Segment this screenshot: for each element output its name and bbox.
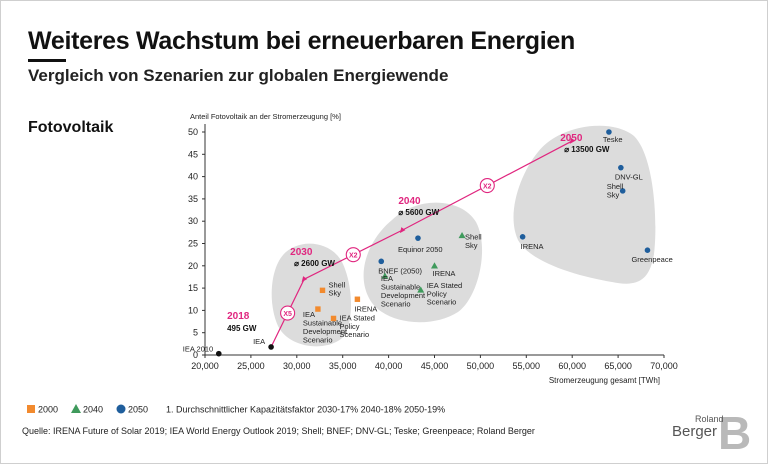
y-tick-label: 25 bbox=[188, 239, 198, 249]
trajectory-year-label: 2030 bbox=[290, 247, 313, 258]
trajectory-year-label: 2018 bbox=[227, 311, 250, 322]
marker-2000-square bbox=[319, 287, 326, 294]
marker-2040-triangle bbox=[431, 262, 438, 269]
legend-marker-square bbox=[27, 405, 35, 413]
x-tick-label: 45,000 bbox=[421, 361, 449, 371]
multiplier-label: X2 bbox=[349, 253, 358, 260]
marker-2050-circle bbox=[415, 235, 421, 241]
page-subtitle: Vergleich von Szenarien zur globalen Ene… bbox=[28, 66, 449, 85]
marker-2050-circle bbox=[606, 129, 612, 135]
y-tick-label: 35 bbox=[188, 194, 198, 204]
x-axis-label: Stromerzeugung gesamt [TWh] bbox=[549, 376, 660, 385]
multiplier-label: X5 bbox=[283, 311, 292, 318]
point-label: IEA Stated Policy Scenario bbox=[340, 313, 375, 339]
point-label: IEA 2010 bbox=[183, 345, 213, 354]
marker-2000-square bbox=[354, 296, 361, 302]
point-label: Greenpeace bbox=[631, 255, 672, 264]
legend-label: 2040 bbox=[83, 405, 103, 415]
x-tick-label: 30,000 bbox=[283, 361, 311, 371]
trajectory-value-label: ⌀ 2600 GW bbox=[294, 259, 335, 268]
legend-marker-circle bbox=[116, 404, 126, 414]
x-tick-label: 70,000 bbox=[650, 361, 678, 371]
title-underline bbox=[28, 59, 66, 62]
y-tick-label: 40 bbox=[188, 172, 198, 182]
point-label: IRENA bbox=[433, 269, 456, 278]
trajectory-year-label: 2050 bbox=[560, 133, 583, 144]
point-label: Shell Sky bbox=[329, 280, 346, 297]
x-tick-label: 60,000 bbox=[558, 361, 586, 371]
trajectory-value-label: 495 GW bbox=[227, 324, 257, 333]
logo-mark: B bbox=[718, 407, 752, 459]
marker-2050-circle bbox=[618, 164, 624, 171]
page-title: Weiteres Wachstum bei erneuerbaren Energ… bbox=[28, 27, 576, 55]
multiplier-badge bbox=[345, 247, 361, 263]
marker-2018-circle bbox=[268, 344, 274, 350]
marker-2000-square bbox=[315, 306, 321, 312]
trajectory-value-label: ⌀ 13500 GW bbox=[564, 145, 610, 154]
x-tick-label: 50,000 bbox=[467, 361, 495, 371]
point-label: Shell Sky bbox=[607, 182, 624, 199]
marker-2040-triangle bbox=[381, 272, 389, 279]
point-label: IEA Stated Policy Scenario bbox=[427, 281, 462, 307]
marker-2050-circle bbox=[644, 247, 651, 253]
trajectory-arrowhead bbox=[399, 227, 406, 234]
y-tick-label: 20 bbox=[188, 261, 198, 271]
y-tick-label: 10 bbox=[188, 305, 198, 315]
y-tick-label: 45 bbox=[188, 149, 198, 159]
logo-main-text: Berger bbox=[672, 423, 718, 440]
logo-top-text: Roland bbox=[695, 414, 724, 424]
x-tick-label: 35,000 bbox=[329, 361, 357, 371]
point-label: BNEF (2050) bbox=[378, 266, 422, 275]
x-tick-label: 55,000 bbox=[513, 361, 541, 371]
marker-2010-circle bbox=[215, 350, 222, 357]
x-tick-label: 65,000 bbox=[604, 361, 632, 371]
y-tick-label: 5 bbox=[193, 328, 198, 338]
y-tick-label: 15 bbox=[188, 283, 198, 293]
marker-2000-square bbox=[330, 315, 337, 322]
multiplier-badge bbox=[479, 177, 495, 194]
point-label: Teske bbox=[603, 135, 623, 144]
marker-2050-circle bbox=[619, 188, 626, 194]
marker-2040-triangle bbox=[417, 286, 425, 293]
point-label: Equinor 2050 bbox=[398, 245, 443, 254]
x-tick-label: 40,000 bbox=[375, 361, 403, 371]
point-label: IRENA bbox=[521, 242, 544, 251]
point-label: DNV-GL bbox=[615, 173, 643, 182]
legend-note: 1. Durchschnittlicher Kapazitätsfaktor 2… bbox=[166, 405, 445, 415]
x-tick-label: 20,000 bbox=[191, 361, 219, 371]
legend-label: 2000 bbox=[38, 405, 58, 415]
source-note: Quelle: IRENA Future of Solar 2019; IEA … bbox=[22, 426, 535, 436]
multiplier-badge bbox=[280, 305, 296, 321]
section-title: Fotovoltaik bbox=[28, 119, 114, 136]
legend-label: 2050 bbox=[128, 405, 148, 415]
point-label: IEA Sustainable Development Scenario bbox=[381, 274, 426, 308]
roland-berger-logo: B Roland Berger bbox=[672, 407, 752, 459]
y-axis-label: Anteil Fotovoltaik an der Stromerzeugung… bbox=[190, 112, 341, 121]
trajectory-value-label: ⌀ 5600 GW bbox=[398, 208, 439, 217]
y-tick-label: 0 bbox=[193, 350, 198, 360]
marker-2050-circle bbox=[378, 258, 385, 265]
bubble-2040 bbox=[363, 202, 483, 323]
trajectory-arrowhead bbox=[301, 276, 308, 283]
point-label: IEA bbox=[253, 337, 265, 346]
marker-2040-triangle bbox=[458, 231, 466, 239]
x-tick-label: 25,000 bbox=[237, 361, 265, 371]
y-tick-label: 30 bbox=[188, 216, 198, 226]
legend-marker-triangle bbox=[71, 404, 81, 413]
point-label: IRENA bbox=[354, 304, 377, 313]
multiplier-label: X2 bbox=[483, 184, 492, 191]
marker-2050-circle bbox=[519, 234, 526, 240]
point-label: Shell Sky bbox=[465, 232, 482, 249]
y-tick-label: 50 bbox=[188, 127, 198, 137]
point-label: IEA Sustainable Development Scenario bbox=[303, 310, 348, 344]
trajectory-year-label: 2040 bbox=[398, 196, 421, 207]
trajectory-arrowhead bbox=[569, 137, 576, 144]
